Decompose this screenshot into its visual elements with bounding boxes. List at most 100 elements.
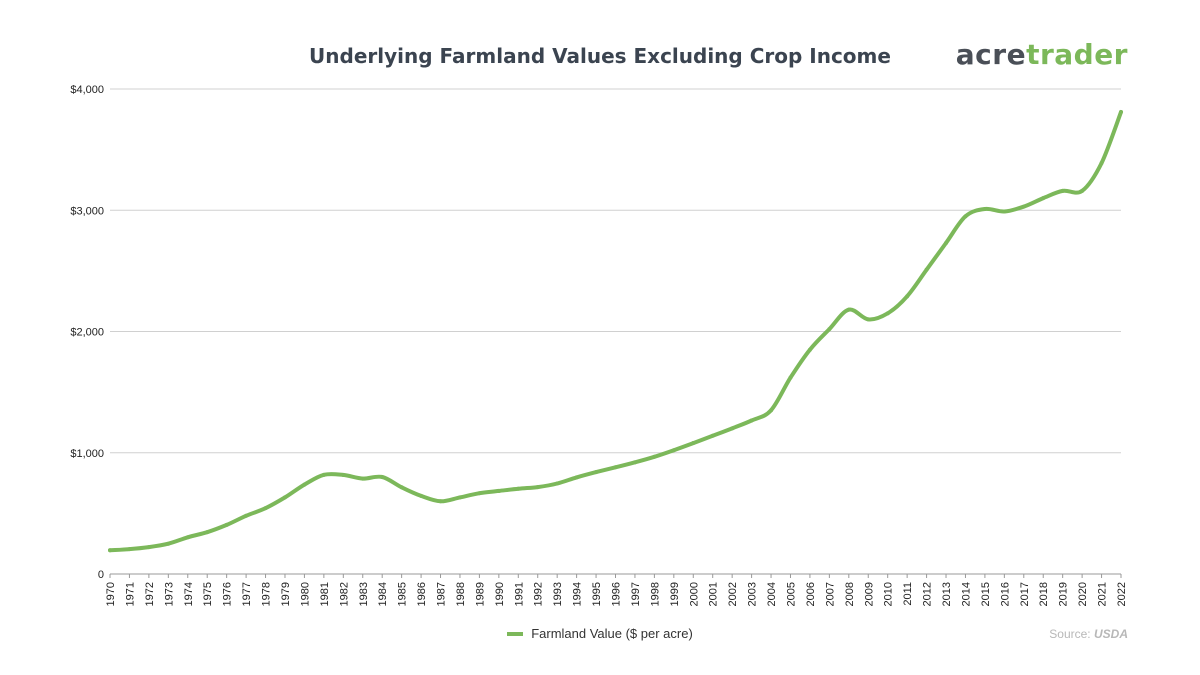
x-tick-label: 1987 xyxy=(436,582,448,606)
x-tick-label: 2020 xyxy=(1077,582,1089,606)
data-point xyxy=(321,472,326,477)
y-tick-label: 0 xyxy=(98,569,104,581)
legend-swatch xyxy=(507,631,524,636)
data-point xyxy=(1021,204,1026,209)
data-point xyxy=(730,426,735,431)
data-point xyxy=(691,441,696,446)
data-point xyxy=(866,317,871,322)
source-label: Source: xyxy=(1049,627,1094,641)
data-point xyxy=(982,207,987,212)
x-tick-label: 1993 xyxy=(552,582,564,606)
legend: Farmland Value ($ per acre) xyxy=(0,626,1200,641)
x-tick-label: 2014 xyxy=(960,582,972,606)
data-point xyxy=(555,481,560,486)
source-note: Source: USDA xyxy=(1049,627,1128,641)
data-point xyxy=(419,493,424,498)
x-tick-label: 1994 xyxy=(572,582,584,606)
x-tick-label: 1991 xyxy=(513,582,525,606)
data-point xyxy=(380,475,385,479)
logo-text-acre: acre xyxy=(955,38,1027,71)
acretrader-logo: acretrader xyxy=(956,38,1128,71)
x-tick-label: 2009 xyxy=(863,582,875,606)
data-point xyxy=(594,470,599,475)
data-point xyxy=(1119,110,1123,115)
x-tick-label: 1975 xyxy=(202,582,214,606)
x-tick-label: 1997 xyxy=(630,582,642,606)
data-point xyxy=(244,513,249,518)
x-tick-label: 1985 xyxy=(397,582,409,606)
data-point xyxy=(457,495,462,500)
x-tick-label: 1992 xyxy=(533,582,545,606)
data-point xyxy=(652,454,657,459)
series-layer xyxy=(108,110,1123,553)
data-point xyxy=(905,294,910,299)
data-point xyxy=(671,448,676,453)
x-tick-label: 1999 xyxy=(669,582,681,606)
data-point xyxy=(1002,209,1007,214)
logo-text-trader: trader xyxy=(1026,38,1128,71)
y-tick-label: $4,000 xyxy=(70,84,104,96)
x-tick-label: 1989 xyxy=(474,582,486,606)
x-tick-label: 2007 xyxy=(824,582,836,606)
data-point xyxy=(1041,196,1046,201)
x-tick-label: 2022 xyxy=(1116,582,1128,606)
x-tick-label: 1973 xyxy=(163,582,175,606)
x-tick-label: 1983 xyxy=(358,582,370,606)
x-tick-label: 1979 xyxy=(280,582,292,606)
x-tick-label: 1972 xyxy=(144,582,156,606)
data-point xyxy=(613,465,618,470)
x-tick-label: 2011 xyxy=(902,582,914,606)
data-point xyxy=(788,375,793,380)
data-point xyxy=(108,548,112,553)
data-point xyxy=(282,495,287,500)
data-point xyxy=(224,522,229,527)
data-point xyxy=(496,488,501,493)
x-tick-label: 1986 xyxy=(416,582,428,606)
data-point xyxy=(302,482,307,487)
data-point xyxy=(1099,160,1104,165)
data-point xyxy=(807,347,812,352)
source-value: USDA xyxy=(1093,627,1128,641)
x-tick-label: 1995 xyxy=(591,582,603,606)
x-tick-label: 2004 xyxy=(766,582,778,606)
x-tick-label: 1976 xyxy=(222,582,234,606)
x-tick-label: 1998 xyxy=(649,582,661,606)
data-point xyxy=(146,545,151,550)
legend-label: Farmland Value ($ per acre) xyxy=(531,626,693,641)
data-point xyxy=(944,240,949,245)
x-tick-label: 2016 xyxy=(999,582,1011,606)
data-point xyxy=(263,506,268,511)
data-point xyxy=(360,476,365,481)
y-axis-ticks: 0 $1,000 $2,000 $3,000 $4,000 xyxy=(70,84,104,581)
x-tick-label: 2000 xyxy=(688,582,700,606)
x-tick-label: 1970 xyxy=(105,582,117,606)
data-point xyxy=(341,472,346,477)
x-tick-label: 2002 xyxy=(727,582,739,606)
x-tick-label: 1980 xyxy=(299,582,311,606)
x-tick-label: 2021 xyxy=(1097,582,1109,606)
x-tick-label: 2013 xyxy=(941,582,953,606)
data-point xyxy=(516,486,521,491)
x-tick-label: 1988 xyxy=(455,582,467,606)
x-tick-label: 2001 xyxy=(708,582,720,606)
data-point xyxy=(710,433,715,438)
x-tick-label: 2012 xyxy=(922,582,934,606)
y-tick-label: $2,000 xyxy=(70,327,104,339)
data-point xyxy=(1060,188,1065,193)
x-tick-label: 1996 xyxy=(611,582,623,606)
x-tick-label: 2006 xyxy=(805,582,817,606)
chart-title: Underlying Farmland Values Excluding Cro… xyxy=(309,44,891,68)
x-tick-label: 2005 xyxy=(785,582,797,606)
x-tick-label: 2019 xyxy=(1058,582,1070,606)
data-point xyxy=(885,311,890,316)
data-point xyxy=(185,535,190,540)
data-point xyxy=(963,214,968,219)
data-point xyxy=(632,460,637,465)
data-point xyxy=(574,475,579,480)
data-point xyxy=(827,327,832,332)
x-tick-label: 2018 xyxy=(1038,582,1050,606)
x-tick-label: 1974 xyxy=(183,582,195,606)
gridlines xyxy=(110,88,1121,575)
data-point xyxy=(127,547,132,552)
data-point xyxy=(769,408,774,413)
